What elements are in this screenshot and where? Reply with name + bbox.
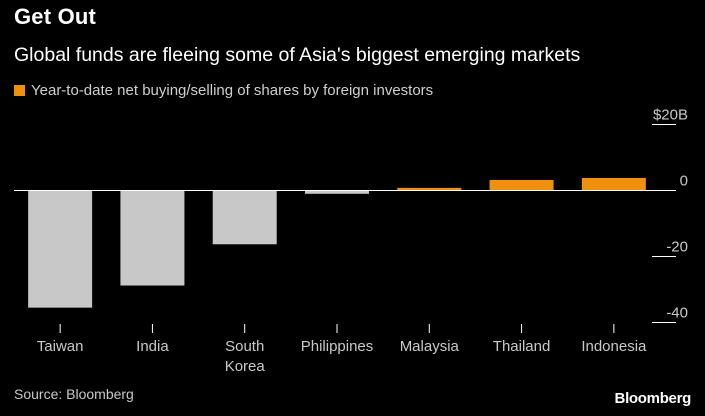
bar [212, 190, 277, 245]
source-note: Source: Bloomberg [14, 386, 134, 402]
x-tick-label: Taiwan [37, 338, 84, 355]
x-tick-label: Thailand [493, 338, 551, 355]
legend-swatch [14, 85, 25, 96]
bar [120, 190, 185, 286]
chart-legend: Year-to-date net buying/selling of share… [14, 82, 433, 99]
x-tick-label: Indonesia [581, 338, 647, 355]
bar [581, 177, 646, 191]
x-tick-label: South [225, 338, 264, 355]
x-tick-label: Korea [225, 358, 266, 375]
y-tick-label: -20 [666, 239, 688, 256]
bar [28, 190, 93, 308]
y-tick-label: 0 [680, 173, 688, 190]
chart-subtitle: Global funds are fleeing some of Asia's … [14, 44, 581, 66]
bar [397, 187, 462, 191]
x-tick-label: Philippines [301, 338, 374, 355]
x-tick-label: India [136, 338, 169, 355]
chart-title: Get Out [14, 4, 97, 29]
bar [489, 179, 554, 191]
y-tick-label: $20B [653, 107, 688, 124]
y-tick-label: -40 [666, 305, 688, 322]
bar [305, 190, 369, 194]
x-tick-label: Malaysia [400, 338, 460, 355]
bloomberg-logo: Bloomberg [614, 390, 692, 407]
legend-label: Year-to-date net buying/selling of share… [31, 82, 434, 99]
